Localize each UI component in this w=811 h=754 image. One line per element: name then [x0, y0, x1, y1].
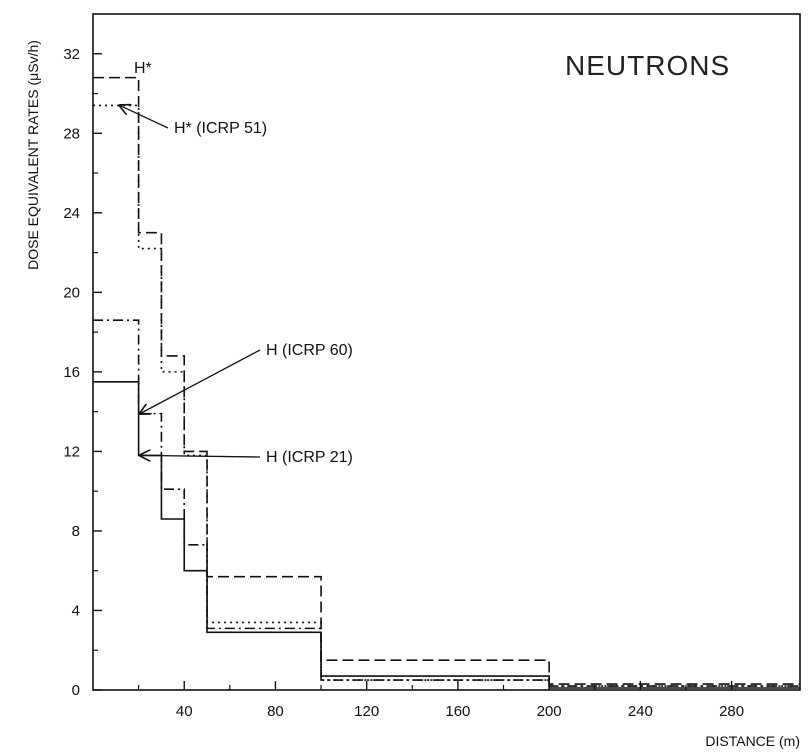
series-line-1 — [93, 76, 800, 685]
y-tick-label: 20 — [63, 284, 80, 301]
annotation-label: H* — [134, 60, 152, 77]
x-tick-label: 240 — [628, 703, 653, 720]
x-tick-label: 200 — [537, 703, 562, 720]
y-axis-title: DOSE EQUIVALENT RATES (μSv/h) — [25, 40, 41, 270]
chart-title: NEUTRONS — [565, 50, 730, 81]
annotation-label: H (ICRP 60) — [266, 342, 353, 359]
y-tick-label: 32 — [63, 46, 80, 63]
annotations: H* H* (ICRP 51) H (ICRP 60) H (ICRP 21) — [120, 60, 353, 466]
x-axis-title: DISTANCE (m) — [705, 733, 800, 749]
series-line-3 — [93, 319, 800, 687]
y-tick-label: 8 — [72, 523, 80, 540]
annotation-label: H* (ICRP 51) — [174, 120, 267, 137]
x-tick-label: 80 — [267, 703, 284, 720]
axes: 0 4 8 12 16 20 24 28 32 40 80 120 160 200 240 280 — [63, 13, 801, 720]
annotation-arrow — [140, 349, 261, 414]
annotation-arrow — [140, 455, 261, 457]
y-tick-label: 0 — [72, 682, 80, 699]
y-tick-label: 12 — [63, 443, 80, 460]
x-tick-label: 40 — [176, 703, 193, 720]
annotation-label: H (ICRP 21) — [266, 449, 353, 466]
x-tick-label: 280 — [719, 703, 744, 720]
y-tick-label: 16 — [63, 364, 80, 381]
series-line-4 — [93, 381, 800, 689]
annotation-arrow — [120, 105, 169, 129]
x-tick-label: 120 — [354, 703, 379, 720]
series-line-2 — [93, 104, 800, 687]
y-tick-label: 4 — [72, 602, 80, 619]
x-tick-label: 160 — [445, 703, 470, 720]
y-tick-label: 28 — [63, 125, 80, 142]
plot-frame — [92, 13, 801, 691]
y-tick-label: 24 — [63, 205, 80, 222]
